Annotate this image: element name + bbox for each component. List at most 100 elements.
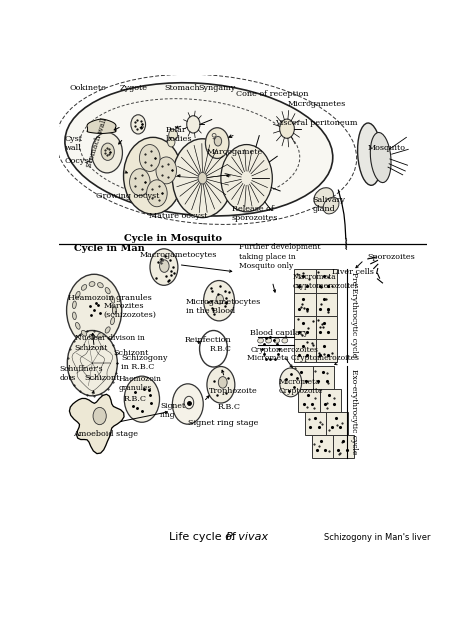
Circle shape [139,145,160,172]
Circle shape [204,281,235,321]
Text: Haemozoin
granules: Haemozoin granules [119,375,162,392]
Ellipse shape [282,338,288,343]
Circle shape [156,157,176,184]
Text: Micrometa
Cryptozoite: Micrometa Cryptozoite [278,378,323,395]
Circle shape [93,407,106,425]
Text: Reinfection: Reinfection [184,336,231,344]
Circle shape [150,249,178,285]
Text: P. vivax: P. vivax [227,532,268,542]
Text: Merozites
(schizozotes): Merozites (schizozotes) [103,302,156,319]
Circle shape [221,145,272,212]
FancyBboxPatch shape [316,270,337,293]
Circle shape [219,377,227,388]
Circle shape [101,143,114,160]
FancyBboxPatch shape [319,389,341,412]
Circle shape [160,260,169,272]
Ellipse shape [112,306,116,314]
Circle shape [129,168,150,196]
Circle shape [131,115,146,134]
FancyBboxPatch shape [292,366,313,389]
Text: Release of
sporozoites: Release of sporozoites [232,205,278,222]
Text: Further development
taking place in
Mosquito only: Further development taking place in Mosq… [238,243,320,270]
Circle shape [146,180,167,207]
Text: Visceral peritoneum: Visceral peritoneum [275,119,358,127]
Ellipse shape [314,188,334,207]
FancyBboxPatch shape [316,293,337,316]
Text: Schizogony in Man's liver: Schizogony in Man's liver [324,533,430,542]
Circle shape [187,115,200,133]
Text: Blood capilary: Blood capilary [250,329,309,338]
Text: R.B.C: R.B.C [124,395,146,403]
Text: Salivary
gland: Salivary gland [313,196,346,213]
Ellipse shape [75,323,80,329]
Polygon shape [87,119,116,134]
Text: Heamozoin granules: Heamozoin granules [68,295,152,302]
Circle shape [91,132,122,173]
Text: Mosquito: Mosquito [368,144,406,152]
Text: Growing oocyst: Growing oocyst [96,192,159,200]
Ellipse shape [112,306,116,314]
Text: Cone of reception: Cone of reception [236,90,308,98]
Text: Cryptomerozoites: Cryptomerozoites [250,346,318,354]
Text: Ookinete: Ookinete [70,84,106,92]
FancyBboxPatch shape [316,316,337,339]
Text: Polar
bodies: Polar bodies [166,126,192,143]
Text: ♀: ♀ [210,132,217,141]
FancyBboxPatch shape [294,316,316,339]
Ellipse shape [89,281,95,286]
Text: Stomach: Stomach [164,84,200,92]
Text: Life cycle of: Life cycle of [169,532,240,542]
Ellipse shape [65,83,333,216]
FancyBboxPatch shape [305,412,326,435]
Circle shape [198,172,207,184]
Ellipse shape [357,123,382,185]
Ellipse shape [274,338,280,343]
Text: R.B.C: R.B.C [218,403,241,411]
Circle shape [124,137,182,214]
Circle shape [216,295,223,304]
Ellipse shape [105,288,110,294]
FancyBboxPatch shape [299,389,319,412]
Text: Mature oocyst: Mature oocyst [148,212,207,220]
FancyBboxPatch shape [311,435,333,458]
Text: Sporozoites: Sporozoites [367,253,415,260]
Text: Schizont: Schizont [84,374,119,382]
Text: Macrogametocytes: Macrogametocytes [140,251,218,259]
Ellipse shape [82,330,87,336]
Text: Schizont: Schizont [114,349,149,356]
Ellipse shape [323,197,339,214]
Circle shape [214,137,222,146]
Text: Signet ring stage: Signet ring stage [188,419,258,427]
Text: Nuclear divison in
Schizont: Nuclear divison in Schizont [75,334,145,351]
Text: R.B.C: R.B.C [209,344,231,353]
Circle shape [124,376,160,422]
Circle shape [66,275,122,346]
Ellipse shape [82,285,87,290]
Circle shape [200,331,228,367]
Text: Liver cells: Liver cells [332,268,374,276]
Text: Oocyst: Oocyst [65,157,92,165]
Text: Micrometa Cryptomerozoites: Micrometa Cryptomerozoites [246,354,359,363]
Circle shape [280,119,294,139]
FancyBboxPatch shape [333,435,354,458]
FancyBboxPatch shape [294,293,316,316]
Circle shape [173,139,233,218]
FancyBboxPatch shape [313,366,334,389]
Text: Schuffner's
dots: Schuffner's dots [59,365,103,383]
Text: Cyst
wall: Cyst wall [65,135,83,152]
Ellipse shape [73,312,76,319]
Text: Syngamy: Syngamy [199,84,236,92]
Circle shape [207,366,235,403]
Text: Microgametes: Microgametes [288,100,346,108]
Text: Cycle in Man: Cycle in Man [74,245,145,253]
Ellipse shape [258,338,264,343]
FancyBboxPatch shape [294,339,316,362]
Circle shape [169,129,178,140]
Text: Amoeboid stage: Amoeboid stage [73,431,138,438]
Text: Macrometa
cryptomerozoites: Macrometa cryptomerozoites [293,273,359,290]
Text: Pre-Erythrocytic cycle: Pre-Erythrocytic cycle [350,273,358,358]
Circle shape [280,368,302,397]
FancyBboxPatch shape [316,339,337,362]
Ellipse shape [266,338,272,343]
FancyBboxPatch shape [294,270,316,293]
